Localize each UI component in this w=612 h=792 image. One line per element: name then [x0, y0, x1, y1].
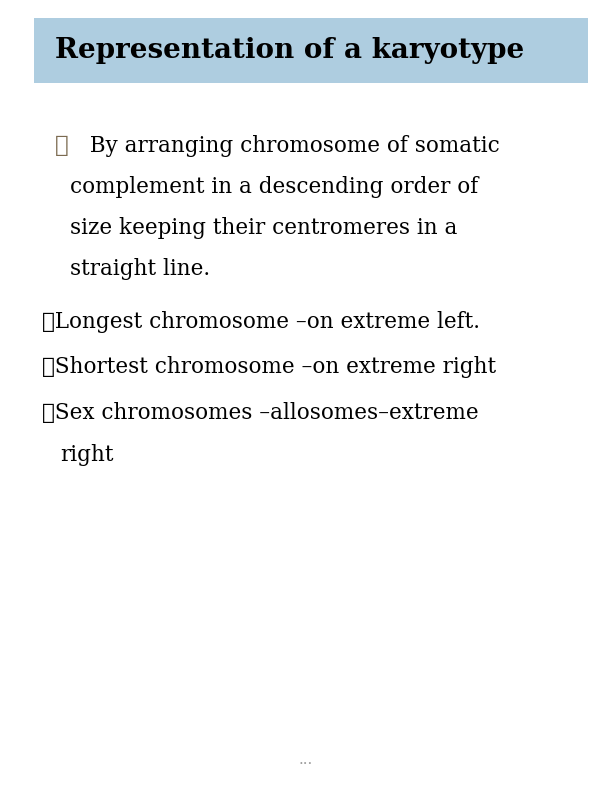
- Text: Representation of a karyotype: Representation of a karyotype: [55, 37, 524, 64]
- FancyBboxPatch shape: [34, 18, 588, 83]
- Text: ☐Sex chromosomes –allosomes–extreme: ☐Sex chromosomes –allosomes–extreme: [42, 402, 478, 424]
- Text: size keeping their centromeres in a: size keeping their centromeres in a: [70, 217, 458, 239]
- Text: ❖: ❖: [55, 135, 69, 157]
- Text: straight line.: straight line.: [70, 258, 211, 280]
- Text: complement in a descending order of: complement in a descending order of: [70, 176, 479, 198]
- Text: ☐Shortest chromosome –on extreme right: ☐Shortest chromosome –on extreme right: [42, 356, 496, 379]
- Text: ☐Longest chromosome –on extreme left.: ☐Longest chromosome –on extreme left.: [42, 311, 480, 333]
- Text: ...: ...: [299, 752, 313, 767]
- Text: By arranging chromosome of somatic: By arranging chromosome of somatic: [83, 135, 499, 157]
- Text: right: right: [60, 444, 113, 466]
